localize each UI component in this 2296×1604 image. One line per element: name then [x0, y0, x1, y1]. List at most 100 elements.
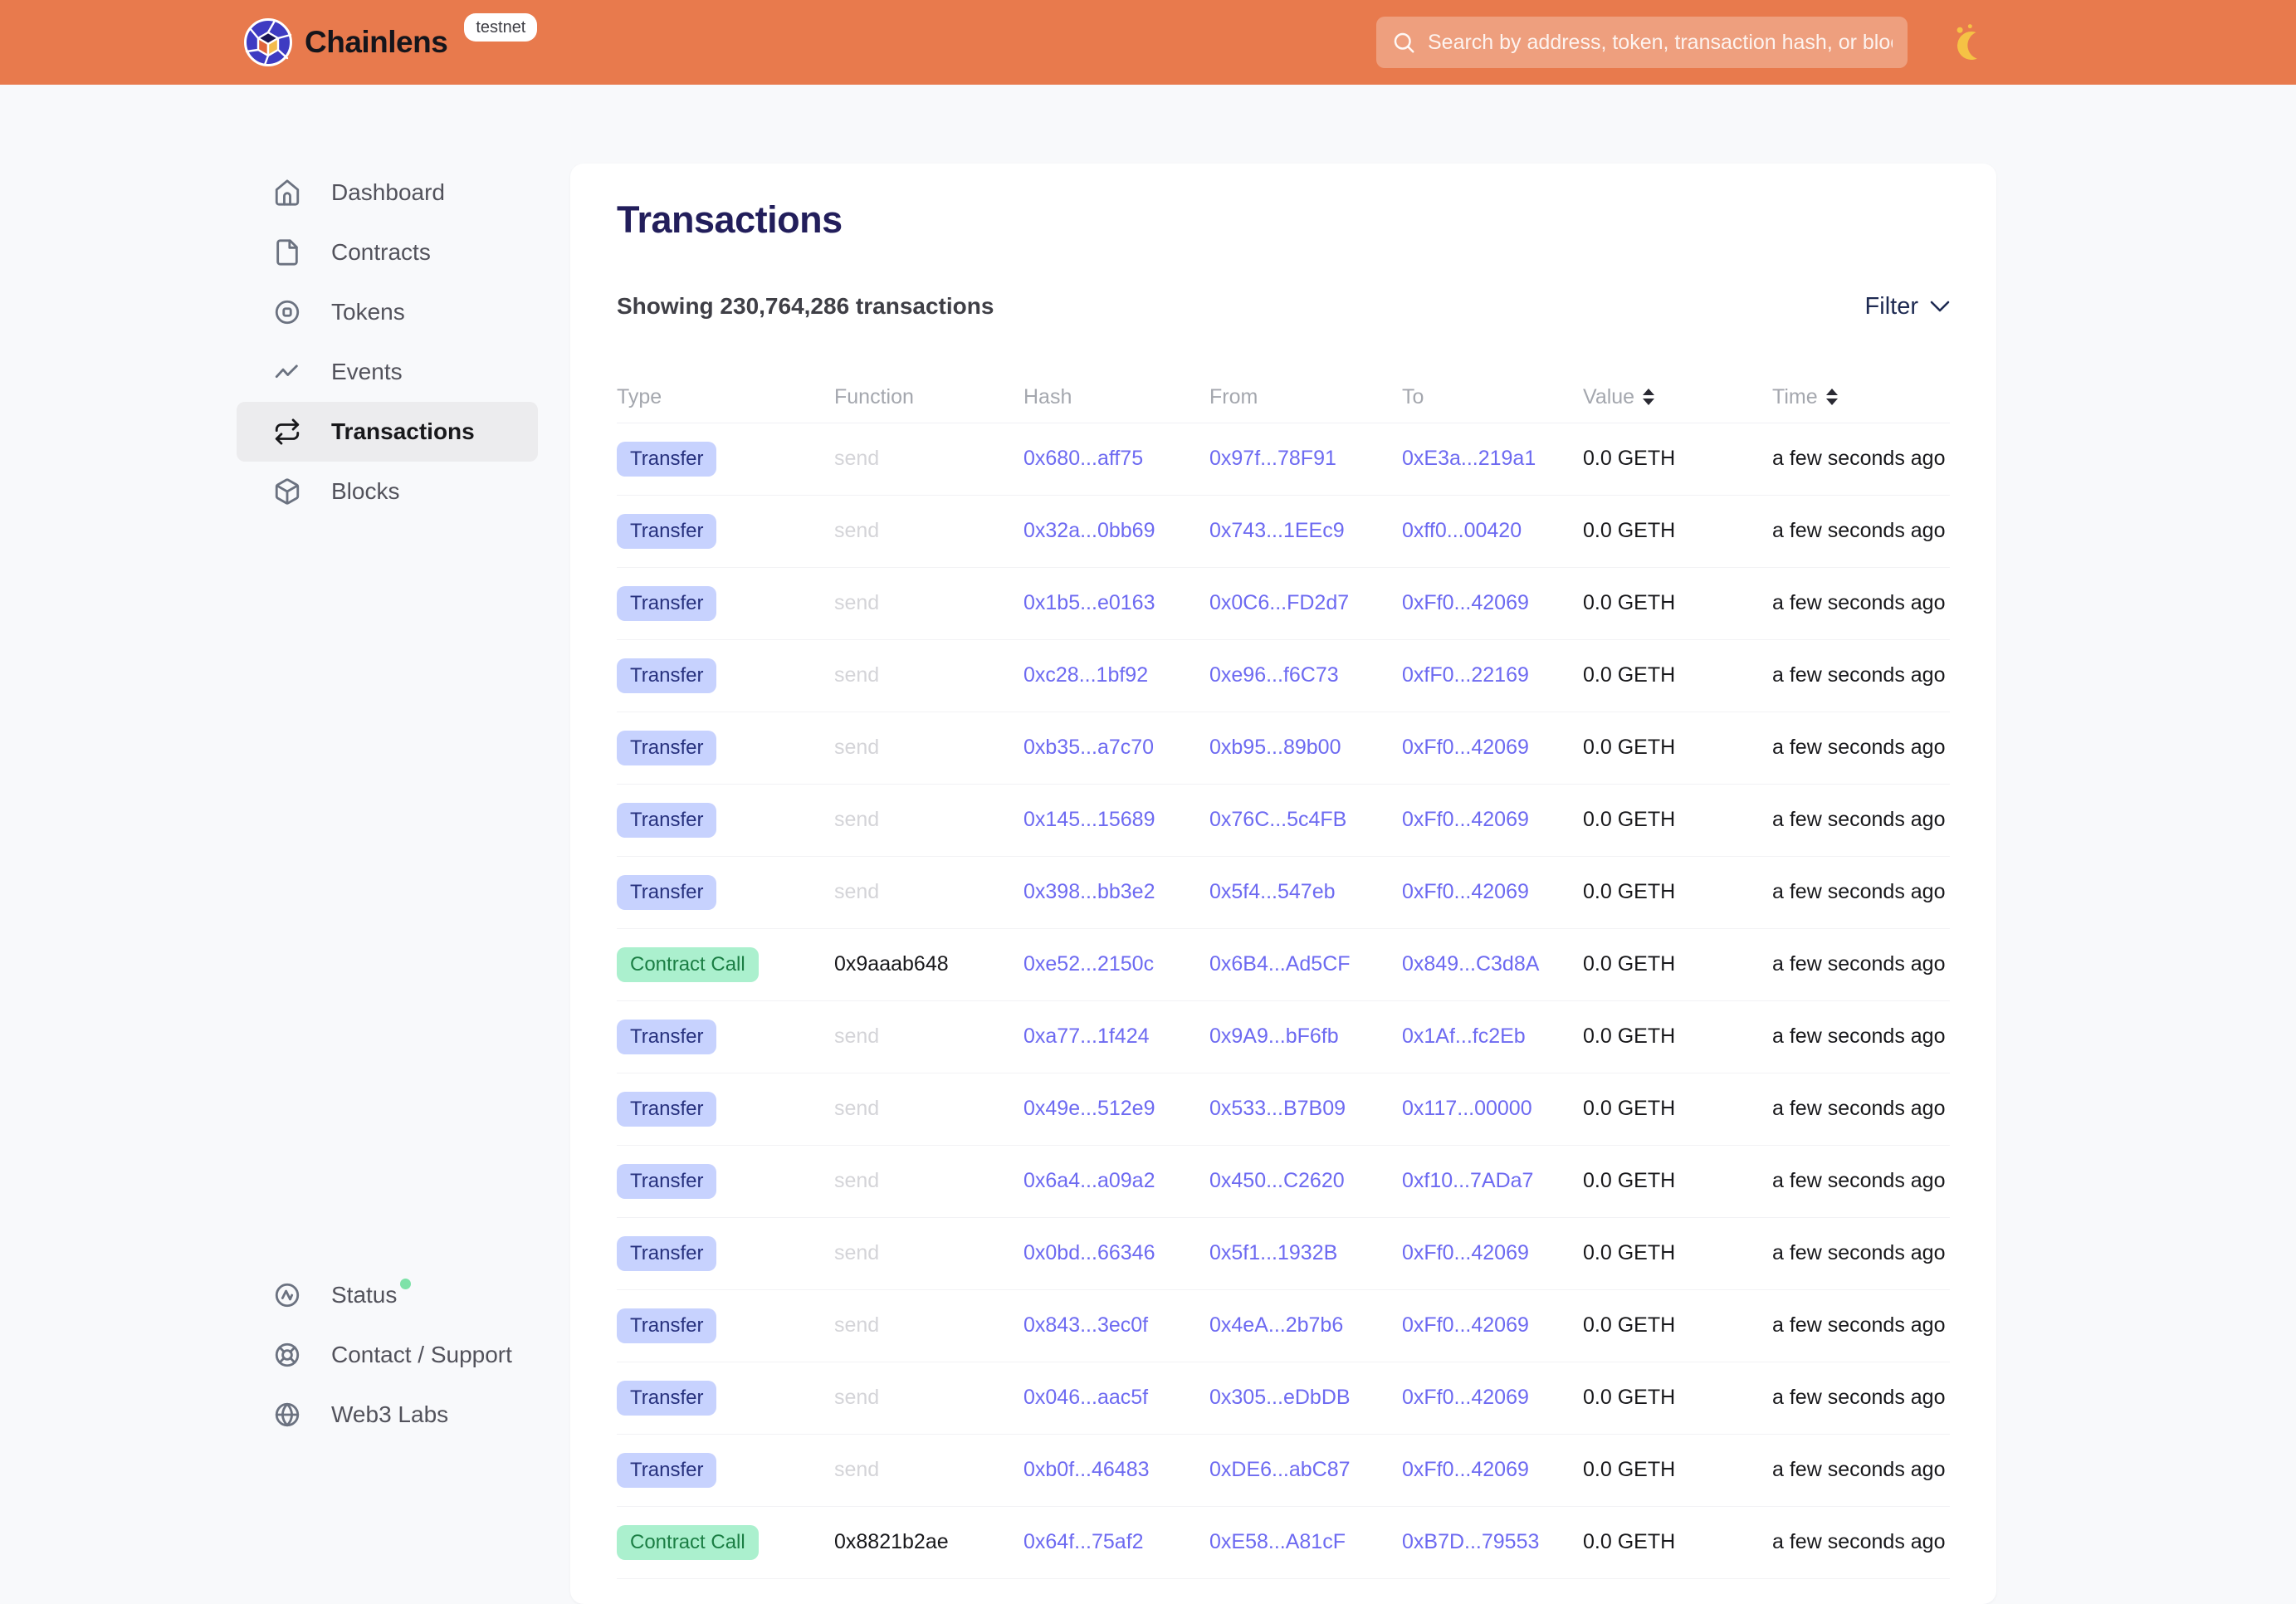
to-address-link[interactable]: 0x849...C3d8A [1402, 952, 1540, 976]
hash-link[interactable]: 0x49e...512e9 [1023, 1097, 1155, 1121]
to-cell: 0x117...00000 [1402, 1097, 1583, 1121]
sidebar-nav: Dashboard Contracts Tokens Events Transactio… [237, 163, 538, 521]
column-header-value[interactable]: Value [1583, 385, 1772, 409]
type-cell: Transfer [617, 730, 834, 765]
time-cell: a few seconds ago [1772, 880, 1946, 904]
sidebar-item-dashboard[interactable]: Dashboard [237, 163, 538, 223]
search-input[interactable] [1428, 30, 1893, 55]
from-cell: 0x305...eDbDB [1209, 1386, 1402, 1410]
lifebuoy-icon [273, 1341, 301, 1369]
to-address-link[interactable]: 0x117...00000 [1402, 1097, 1532, 1121]
hash-link[interactable]: 0xb0f...46483 [1023, 1458, 1150, 1482]
hash-link[interactable]: 0x6a4...a09a2 [1023, 1169, 1155, 1193]
type-badge: Transfer [617, 1452, 717, 1488]
hash-link[interactable]: 0xa77...1f424 [1023, 1025, 1150, 1049]
to-cell: 0xff0...00420 [1402, 519, 1583, 543]
sidebar-item-label: Contracts [331, 239, 431, 265]
from-address-link[interactable]: 0xDE6...abC87 [1209, 1458, 1351, 1482]
filter-label: Filter [1864, 292, 1918, 320]
time-cell: a few seconds ago [1772, 736, 1946, 760]
hash-link[interactable]: 0xe52...2150c [1023, 952, 1155, 976]
sidebar-item-contracts[interactable]: Contracts [237, 223, 538, 282]
from-address-link[interactable]: 0xb95...89b00 [1209, 736, 1341, 760]
type-cell: Transfer [617, 441, 834, 477]
function-cell: send [834, 808, 880, 832]
to-address-link[interactable]: 0xB7D...79553 [1402, 1530, 1540, 1554]
sidebar-item-blocks[interactable]: Blocks [237, 462, 538, 521]
from-address-link[interactable]: 0x5f4...547eb [1209, 880, 1336, 904]
to-address-link[interactable]: 0xFf0...42069 [1402, 880, 1529, 904]
from-address-link[interactable]: 0x4eA...2b7b6 [1209, 1313, 1344, 1337]
table-row: Transfer send 0x843...3ec0f 0x4eA...2b7b6 0x… [617, 1290, 1950, 1362]
to-address-link[interactable]: 0xFf0...42069 [1402, 736, 1529, 760]
globe-icon [273, 1401, 301, 1429]
to-address-link[interactable]: 0xfF0...22169 [1402, 663, 1529, 687]
logo[interactable]: Chainlens testnet [243, 0, 538, 85]
value-cell: 0.0 GETH [1583, 1025, 1676, 1049]
to-address-link[interactable]: 0xFf0...42069 [1402, 1313, 1529, 1337]
from-address-link[interactable]: 0x5f1...1932B [1209, 1241, 1338, 1265]
hash-link[interactable]: 0x32a...0bb69 [1023, 519, 1155, 543]
hash-link[interactable]: 0xb35...a7c70 [1023, 736, 1155, 760]
to-address-link[interactable]: 0xFf0...42069 [1402, 591, 1529, 615]
column-header-time[interactable]: Time [1772, 385, 1950, 409]
column-header-type: Type [617, 385, 834, 409]
from-address-link[interactable]: 0x0C6...FD2d7 [1209, 591, 1350, 615]
from-address-link[interactable]: 0x97f...78F91 [1209, 447, 1336, 471]
from-address-link[interactable]: 0xE58...A81cF [1209, 1530, 1346, 1554]
function-cell: send [834, 1025, 880, 1049]
from-address-link[interactable]: 0x450...C2620 [1209, 1169, 1345, 1193]
sidebar-item-transactions[interactable]: Transactions [237, 402, 538, 462]
type-cell: Transfer [617, 1380, 834, 1416]
hash-link[interactable]: 0x64f...75af2 [1023, 1530, 1144, 1554]
transactions-count-text: Showing 230,764,286 transactions [617, 293, 994, 320]
hash-link[interactable]: 0x843...3ec0f [1023, 1313, 1149, 1337]
table-row: Transfer send 0x0bd...66346 0x5f1...1932B 0x… [617, 1218, 1950, 1290]
hash-link[interactable]: 0x046...aac5f [1023, 1386, 1149, 1410]
from-address-link[interactable]: 0x743...1EEc9 [1209, 519, 1345, 543]
hash-link[interactable]: 0x1b5...e0163 [1023, 591, 1155, 615]
chevron-down-icon [1930, 301, 1950, 312]
sidebar-item-contact-support[interactable]: Contact / Support [237, 1325, 538, 1385]
to-address-link[interactable]: 0x1Af...fc2Eb [1402, 1025, 1526, 1049]
hash-link[interactable]: 0x398...bb3e2 [1023, 880, 1155, 904]
value-cell: 0.0 GETH [1583, 736, 1676, 760]
search-bar[interactable] [1376, 17, 1908, 68]
sort-icon [1643, 389, 1655, 406]
to-address-link[interactable]: 0xFf0...42069 [1402, 1241, 1529, 1265]
hash-link[interactable]: 0x680...aff75 [1023, 447, 1144, 471]
from-address-link[interactable]: 0x533...B7B09 [1209, 1097, 1346, 1121]
sidebar-item-web3-labs[interactable]: Web3 Labs [237, 1385, 538, 1445]
to-address-link[interactable]: 0xFf0...42069 [1402, 808, 1529, 832]
sidebar-item-tokens[interactable]: Tokens [237, 282, 538, 342]
hash-link[interactable]: 0x0bd...66346 [1023, 1241, 1155, 1265]
from-cell: 0x0C6...FD2d7 [1209, 591, 1402, 615]
hash-link[interactable]: 0x145...15689 [1023, 808, 1155, 832]
function-cell: send [834, 736, 880, 760]
from-address-link[interactable]: 0xe96...f6C73 [1209, 663, 1339, 687]
filter-button[interactable]: Filter [1865, 293, 1950, 320]
type-badge: Transfer [617, 1091, 717, 1127]
hash-cell: 0x32a...0bb69 [1023, 519, 1209, 543]
from-address-link[interactable]: 0x76C...5c4FB [1209, 808, 1347, 832]
from-address-link[interactable]: 0x305...eDbDB [1209, 1386, 1351, 1410]
theme-toggle-button[interactable] [1952, 25, 1991, 63]
function-cell: send [834, 591, 880, 615]
sidebar-item-label: Status [331, 1282, 398, 1308]
to-address-link[interactable]: 0xE3a...219a1 [1402, 447, 1536, 471]
to-address-link[interactable]: 0xFf0...42069 [1402, 1458, 1529, 1482]
sidebar-item-events[interactable]: Events [237, 342, 538, 402]
from-address-link[interactable]: 0x6B4...Ad5CF [1209, 952, 1351, 976]
from-address-link[interactable]: 0x9A9...bF6fb [1209, 1025, 1339, 1049]
value-cell: 0.0 GETH [1583, 519, 1676, 543]
value-cell: 0.0 GETH [1583, 808, 1676, 832]
hash-link[interactable]: 0xc28...1bf92 [1023, 663, 1149, 687]
to-address-link[interactable]: 0xff0...00420 [1402, 519, 1522, 543]
value-cell: 0.0 GETH [1583, 1313, 1676, 1337]
to-address-link[interactable]: 0xFf0...42069 [1402, 1386, 1529, 1410]
function-cell: send [834, 1313, 880, 1337]
value-cell: 0.0 GETH [1583, 1097, 1676, 1121]
sidebar-item-status[interactable]: Status [237, 1265, 538, 1325]
to-address-link[interactable]: 0xf10...7ADa7 [1402, 1169, 1534, 1193]
activity-icon [273, 358, 301, 386]
